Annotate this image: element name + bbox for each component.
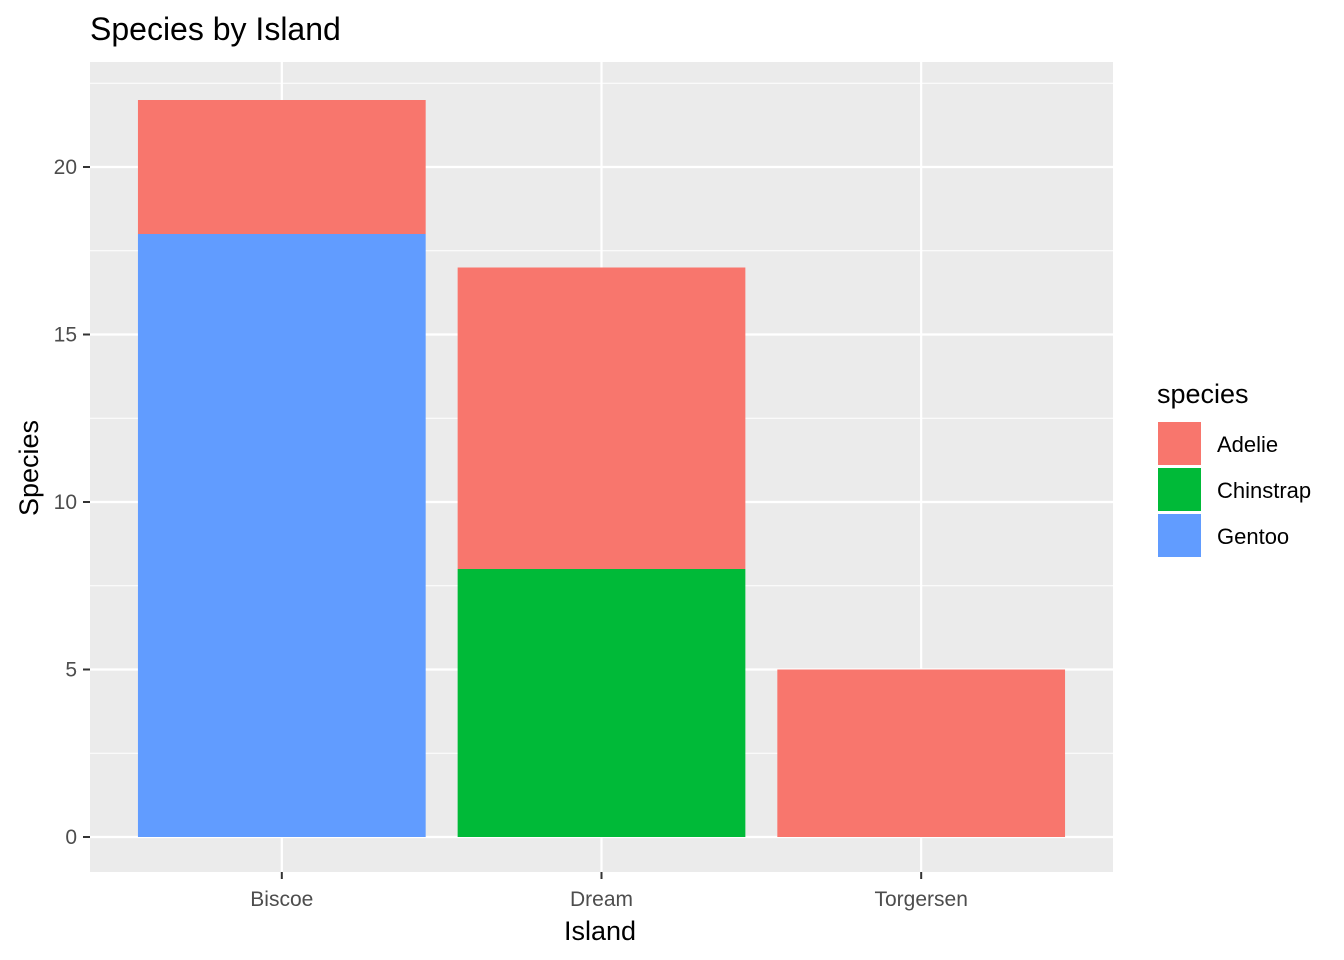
legend-swatch-gentoo — [1158, 514, 1201, 557]
x-axis: Biscoe Dream Torgersen — [250, 872, 968, 911]
y-tick-label: 0 — [65, 826, 77, 849]
y-tick-label: 5 — [65, 659, 77, 682]
bar-biscoe-adelie — [137, 100, 426, 234]
legend-title: species — [1157, 379, 1249, 409]
x-axis-label: Island — [564, 916, 636, 946]
x-tick-label: Biscoe — [250, 888, 313, 911]
bar-dream-adelie — [457, 267, 746, 569]
legend-swatch-chinstrap — [1158, 468, 1201, 511]
legend-label-chinstrap: Chinstrap — [1217, 478, 1311, 503]
legend-label-adelie: Adelie — [1217, 432, 1278, 457]
bar-biscoe-gentoo — [137, 234, 426, 837]
legend-label-gentoo: Gentoo — [1217, 524, 1289, 549]
x-tick-label: Torgersen — [874, 888, 967, 911]
legend-swatch-adelie — [1158, 422, 1201, 465]
y-axis-label: Species — [14, 420, 44, 516]
bars — [137, 100, 1066, 837]
y-tick-label: 20 — [54, 156, 77, 179]
bar-dream-chinstrap — [457, 569, 746, 837]
legend: species Adelie Chinstrap Gentoo — [1157, 379, 1311, 557]
x-tick-label: Dream — [570, 888, 633, 911]
y-tick-label: 15 — [54, 324, 77, 347]
y-tick-label: 10 — [54, 491, 77, 514]
chart-title: Species by Island — [90, 11, 341, 47]
y-axis: 0 5 10 15 20 — [54, 156, 90, 849]
bar-torgersen-adelie — [777, 669, 1066, 837]
